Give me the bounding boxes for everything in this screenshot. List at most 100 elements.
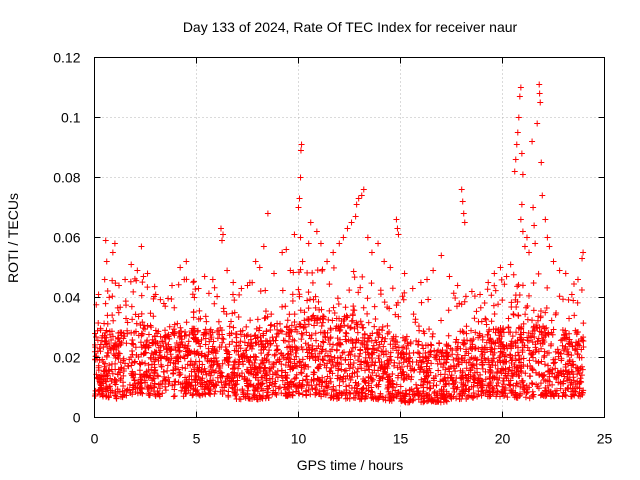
- x-tick-label: 20: [495, 431, 511, 447]
- data-point: [336, 315, 343, 322]
- data-point: [364, 234, 371, 241]
- data-point: [416, 354, 423, 361]
- data-point: [417, 366, 424, 373]
- data-point: [542, 309, 549, 316]
- data-point: [346, 389, 353, 396]
- data-point: [363, 341, 370, 348]
- data-point: [382, 335, 389, 342]
- data-point: [565, 369, 572, 376]
- data-point: [380, 343, 387, 350]
- data-point: [342, 304, 349, 311]
- data-point: [206, 368, 213, 375]
- data-point: [487, 335, 494, 342]
- data-point: [396, 360, 403, 367]
- data-point: [236, 291, 243, 298]
- data-point: [343, 330, 350, 337]
- data-point: [146, 372, 153, 379]
- data-point: [420, 328, 427, 335]
- data-point: [462, 293, 469, 300]
- data-point: [434, 360, 441, 367]
- data-point: [462, 372, 469, 379]
- data-point: [502, 390, 509, 397]
- data-point: [358, 358, 365, 365]
- data-point: [491, 311, 498, 318]
- data-point: [415, 323, 422, 330]
- data-point: [188, 348, 195, 355]
- data-point: [204, 355, 211, 362]
- data-point: [102, 237, 109, 244]
- data-point: [570, 297, 577, 304]
- data-point: [563, 330, 570, 337]
- data-point: [186, 331, 193, 338]
- data-point: [290, 381, 297, 388]
- data-point: [321, 329, 328, 336]
- data-point: [367, 374, 374, 381]
- data-point: [129, 391, 136, 398]
- data-point: [437, 395, 444, 402]
- data-point: [525, 329, 532, 336]
- data-point: [360, 304, 367, 311]
- data-point: [515, 114, 522, 121]
- data-point: [330, 361, 337, 368]
- data-point: [231, 297, 238, 304]
- data-point: [495, 301, 502, 308]
- data-point: [182, 348, 189, 355]
- data-point: [530, 393, 537, 400]
- data-point: [370, 342, 377, 349]
- data-point: [267, 322, 274, 329]
- data-point: [117, 304, 124, 311]
- data-point: [116, 369, 123, 376]
- data-point: [286, 355, 293, 362]
- data-point: [270, 387, 277, 394]
- chart-title: Day 133 of 2024, Rate Of TEC Index for r…: [183, 19, 518, 35]
- data-point: [461, 337, 468, 344]
- data-point: [214, 378, 221, 385]
- data-point: [492, 325, 499, 332]
- data-point: [476, 332, 483, 339]
- data-point: [362, 367, 369, 374]
- data-point: [435, 367, 442, 374]
- data-point: [486, 373, 493, 380]
- data-point: [407, 396, 414, 403]
- data-point: [458, 359, 465, 366]
- data-point: [459, 392, 466, 399]
- data-point: [244, 342, 251, 349]
- data-point: [515, 372, 522, 379]
- data-point: [528, 351, 535, 358]
- data-point: [324, 384, 331, 391]
- data-point: [219, 360, 226, 367]
- data-point: [109, 370, 116, 377]
- data-point: [491, 282, 498, 289]
- data-point: [164, 332, 171, 339]
- data-point: [230, 279, 237, 286]
- data-point: [277, 327, 284, 334]
- data-point: [399, 389, 406, 396]
- data-point: [568, 362, 575, 369]
- data-point: [318, 348, 325, 355]
- data-point: [343, 387, 350, 394]
- data-point: [297, 321, 304, 328]
- data-point: [215, 318, 222, 325]
- data-point: [387, 349, 394, 356]
- data-point: [182, 365, 189, 372]
- data-point: [190, 279, 197, 286]
- data-point: [336, 376, 343, 383]
- y-tick-label: 0.04: [53, 290, 80, 306]
- data-point: [513, 329, 520, 336]
- data-point: [483, 321, 490, 328]
- data-point: [501, 387, 508, 394]
- data-point: [407, 354, 414, 361]
- data-point: [559, 327, 566, 334]
- data-point: [484, 331, 491, 338]
- data-point: [251, 364, 258, 371]
- data-point: [311, 322, 318, 329]
- data-point: [373, 382, 380, 389]
- data-point: [207, 326, 214, 333]
- data-point: [306, 355, 313, 362]
- data-point: [546, 243, 553, 250]
- data-point: [392, 387, 399, 394]
- data-point: [295, 269, 302, 276]
- data-point: [448, 395, 455, 402]
- data-point: [301, 309, 308, 316]
- data-point: [479, 352, 486, 359]
